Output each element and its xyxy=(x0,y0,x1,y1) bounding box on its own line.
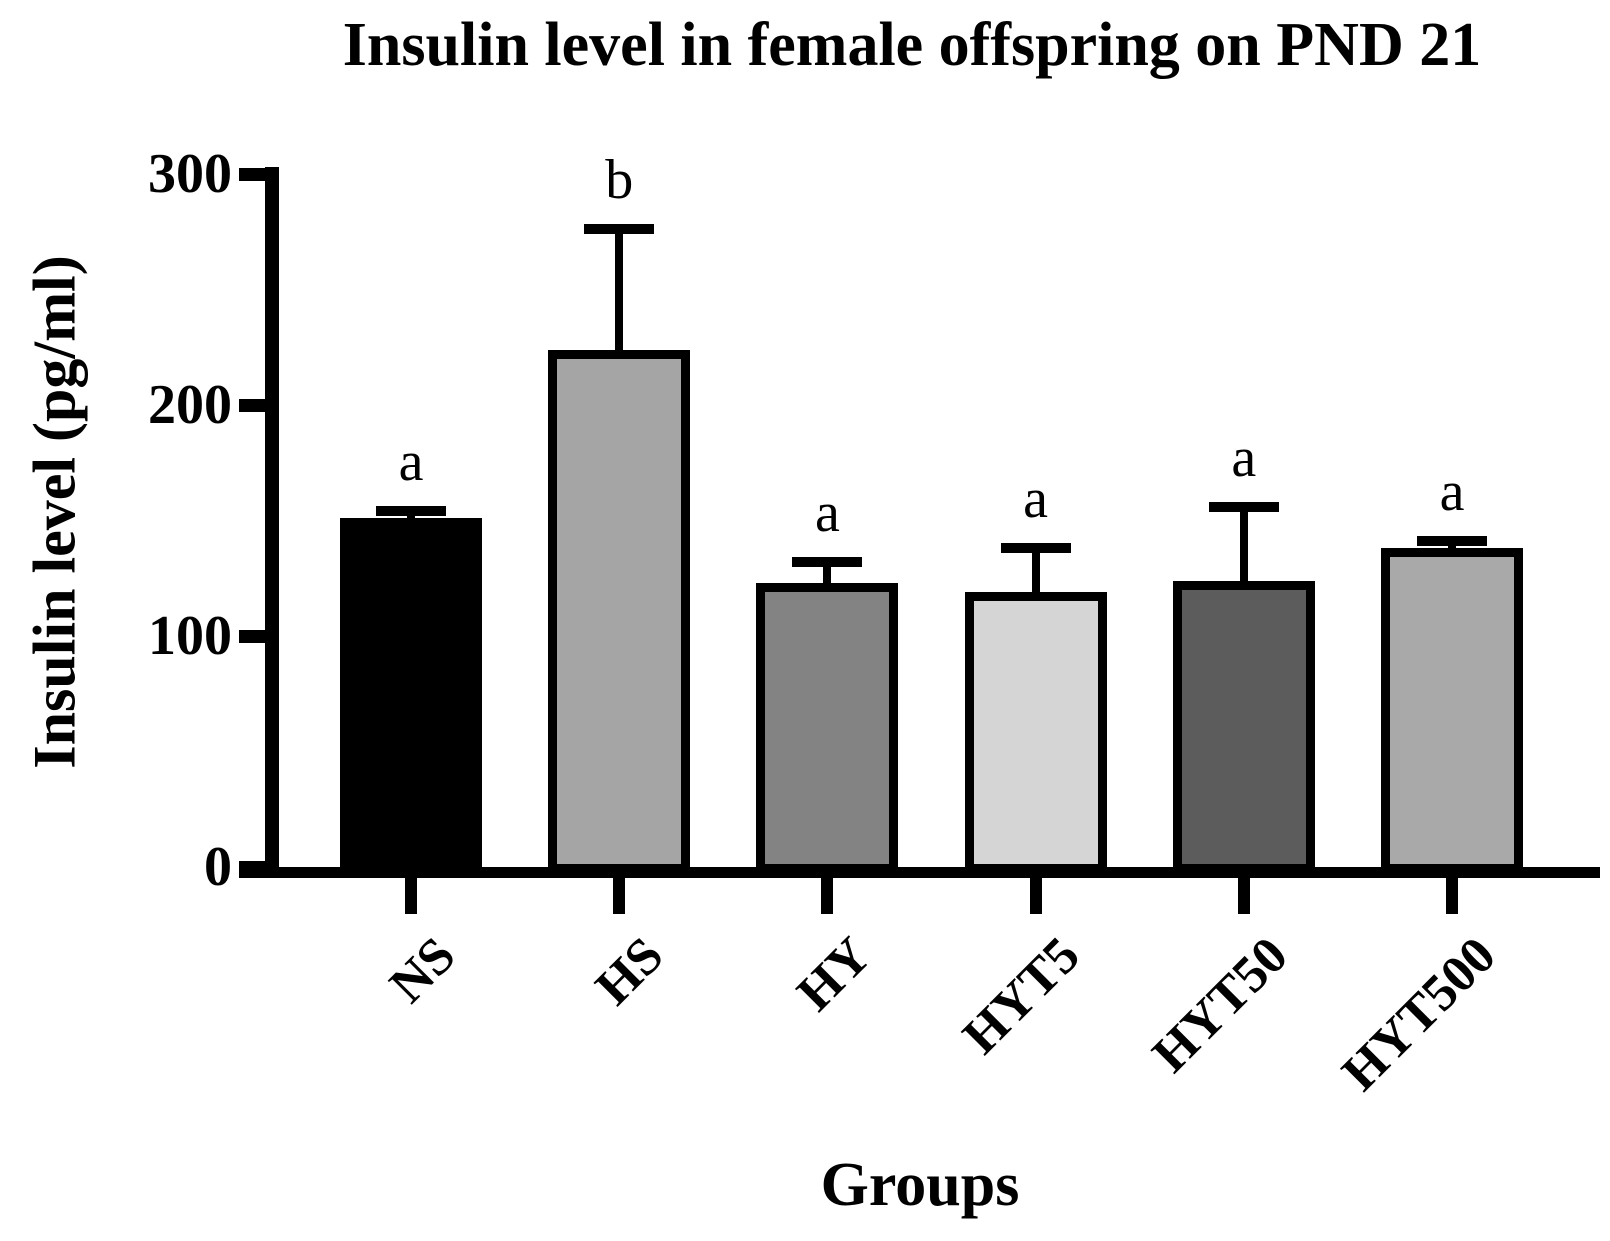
error-bar-cap xyxy=(1417,536,1487,547)
x-tick xyxy=(1237,878,1250,914)
x-tick xyxy=(405,878,417,914)
x-tick-label: NS xyxy=(378,926,467,1015)
x-tick-label: HS xyxy=(584,926,675,1017)
y-tick xyxy=(239,861,265,874)
x-tick xyxy=(821,878,834,914)
x-tick-label: HYT500 xyxy=(1331,926,1508,1102)
error-bar-cap xyxy=(376,506,446,517)
bar-HY xyxy=(756,582,899,873)
bar-HYT50 xyxy=(1172,580,1315,873)
bar-HS xyxy=(548,349,691,873)
x-axis-label: Groups xyxy=(820,1151,1020,1219)
error-bar-stem xyxy=(823,562,832,603)
y-tick-label: 0 xyxy=(204,836,232,898)
y-tick-label: 200 xyxy=(148,374,232,436)
error-bar-stem xyxy=(615,229,624,370)
error-bar-cap xyxy=(792,557,863,568)
bar-NS xyxy=(340,518,482,873)
x-tick xyxy=(1029,878,1042,914)
y-tick xyxy=(239,399,265,412)
x-tick-label: HYT50 xyxy=(1142,926,1299,1084)
error-bar-cap xyxy=(1208,501,1279,512)
sig-letter: a xyxy=(1231,426,1257,489)
bar-HYT500 xyxy=(1381,548,1523,873)
error-bar-cap xyxy=(584,224,655,235)
chart-title: Insulin level in female offspring on PND… xyxy=(342,11,1482,79)
error-bar-cap xyxy=(1000,543,1071,554)
y-tick xyxy=(239,630,265,643)
error-bar-stem xyxy=(1239,506,1248,601)
x-tick xyxy=(1446,878,1458,914)
sig-letter: a xyxy=(398,431,424,494)
y-tick-label: 300 xyxy=(148,143,232,205)
x-axis-line xyxy=(239,867,1600,878)
sig-letter: a xyxy=(1439,461,1465,524)
x-tick xyxy=(613,878,626,914)
error-bar-stem xyxy=(1031,548,1040,613)
sig-letter: a xyxy=(1023,468,1049,531)
x-tick-label: HY xyxy=(786,926,883,1023)
sig-letter: b xyxy=(605,149,634,212)
y-tick-label: 100 xyxy=(148,605,232,667)
y-axis-spine xyxy=(265,167,279,877)
bar-HYT5 xyxy=(964,592,1107,873)
y-tick xyxy=(239,168,265,181)
sig-letter: a xyxy=(814,482,840,545)
x-tick-label: HYT5 xyxy=(952,926,1091,1066)
